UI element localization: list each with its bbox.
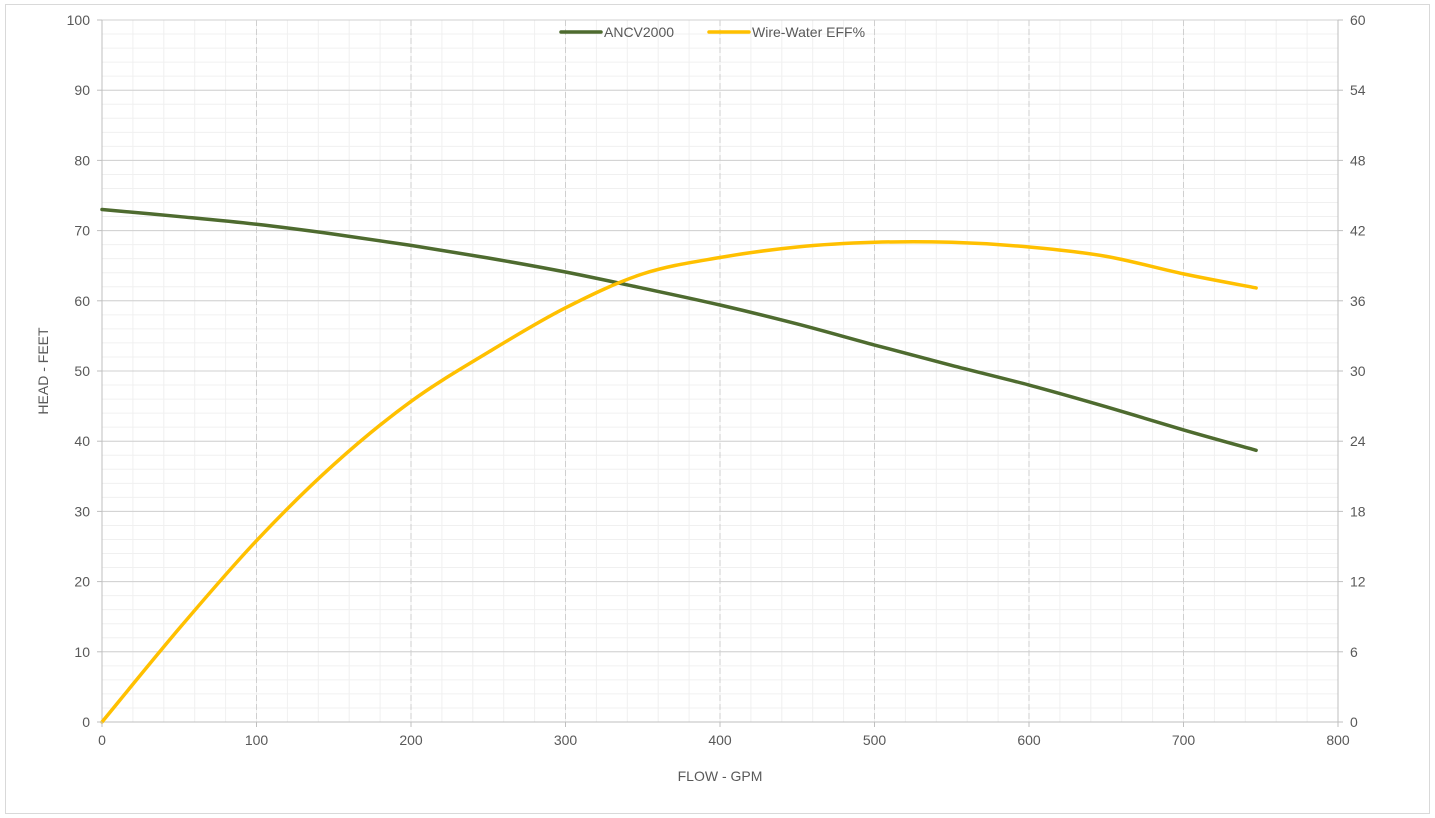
y2-tick-label: 24 bbox=[1350, 433, 1366, 449]
y2-tick-label: 18 bbox=[1350, 503, 1366, 519]
x-tick-label: 100 bbox=[245, 732, 269, 748]
x-tick-label: 0 bbox=[98, 732, 106, 748]
y2-tick-label: 30 bbox=[1350, 363, 1366, 379]
y-tick-label: 0 bbox=[82, 714, 90, 730]
y2-tick-label: 60 bbox=[1350, 12, 1366, 28]
y-tick-label: 90 bbox=[74, 82, 90, 98]
pump-curve-chart: 0 100 200 300 400 500 600 700 800010203040506070… bbox=[35, 12, 1366, 784]
y-tick-label: 80 bbox=[74, 152, 90, 168]
y2-tick-label: 12 bbox=[1350, 574, 1366, 590]
x-tick-label: 500 bbox=[863, 732, 887, 748]
y-axis-title: HEAD - FEET bbox=[35, 327, 51, 415]
y-tick-label: 50 bbox=[74, 363, 90, 379]
y-tick-label: 20 bbox=[74, 574, 90, 590]
series-layer bbox=[100, 207, 1258, 724]
x-tick-label: 300 bbox=[554, 732, 578, 748]
y-tick-label: 10 bbox=[74, 644, 90, 660]
y-tick-label: 30 bbox=[74, 503, 90, 519]
y-tick-label: 60 bbox=[74, 293, 90, 309]
y2-tick-label: 42 bbox=[1350, 223, 1366, 239]
x-tick-label: 800 bbox=[1326, 732, 1350, 748]
series-line-0 bbox=[100, 207, 1258, 453]
y-tick-label: 100 bbox=[67, 12, 91, 28]
x-tick-label: 700 bbox=[1172, 732, 1196, 748]
legend-label-0: ANCV2000 bbox=[604, 24, 674, 40]
series-line-1 bbox=[100, 239, 1258, 724]
legend: ANCV2000 Wire-Water EFF% bbox=[559, 24, 865, 40]
ticks-layer: 0 100 200 300 400 500 600 700 800010203040506070… bbox=[67, 12, 1366, 748]
y2-tick-label: 54 bbox=[1350, 82, 1366, 98]
x-tick-label: 600 bbox=[1017, 732, 1041, 748]
y2-tick-label: 36 bbox=[1350, 293, 1366, 309]
x-axis-title: FLOW - GPM bbox=[678, 768, 763, 784]
y2-tick-label: 0 bbox=[1350, 714, 1358, 730]
major-grid bbox=[101, 19, 1339, 723]
y-tick-label: 40 bbox=[74, 433, 90, 449]
y2-tick-label: 48 bbox=[1350, 152, 1366, 168]
chart-frame: 0 100 200 300 400 500 600 700 800 0 10 20 30 40 50 60 70… bbox=[5, 4, 1430, 814]
y2-tick-label: 6 bbox=[1350, 644, 1358, 660]
x-tick-label: 200 bbox=[399, 732, 423, 748]
legend-label-1: Wire-Water EFF% bbox=[752, 24, 865, 40]
y-tick-label: 70 bbox=[74, 223, 90, 239]
x-tick-label: 400 bbox=[708, 732, 732, 748]
